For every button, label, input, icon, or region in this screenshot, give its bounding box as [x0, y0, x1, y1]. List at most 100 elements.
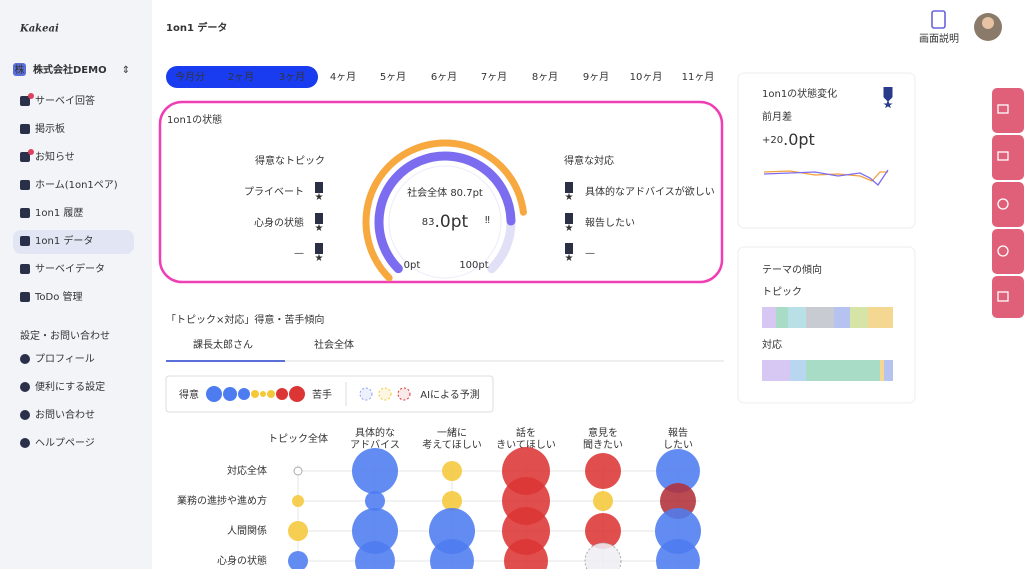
- period-tab[interactable]: 2ヶ月: [228, 71, 254, 83]
- menu-item[interactable]: サーベイ回答: [35, 94, 95, 107]
- bubble[interactable]: [585, 513, 621, 549]
- rank-icon: [315, 213, 323, 224]
- period-tab[interactable]: 11ヶ月: [682, 71, 715, 83]
- change-card: [737, 72, 916, 229]
- change-label: 前月差: [762, 110, 792, 123]
- menu-item[interactable]: ホーム(1on1ペア): [35, 179, 118, 191]
- company-name[interactable]: 株式会社DEMO: [33, 63, 107, 76]
- rank-icon: [565, 243, 573, 254]
- score-icon: ‼: [485, 215, 490, 226]
- column-header: 意見を: [588, 426, 618, 439]
- period-tab[interactable]: 7ヶ月: [481, 71, 507, 83]
- column-header: 一緒に: [437, 426, 467, 439]
- notify-dot: [28, 93, 34, 99]
- bubble[interactable]: [656, 539, 700, 569]
- response-item: 具体的なアドバイスが欲しい: [585, 185, 715, 198]
- help-icon[interactable]: [931, 10, 946, 29]
- bubble[interactable]: [288, 521, 308, 541]
- legend-box: [165, 375, 494, 413]
- period-tab[interactable]: 9ヶ月: [583, 71, 609, 83]
- bubble[interactable]: [292, 495, 304, 507]
- society-score: 社会全体 80.7pt: [407, 186, 483, 199]
- rank-star: ★: [315, 253, 324, 264]
- medal-icon: [883, 87, 893, 109]
- matrix-tab[interactable]: 社会全体: [314, 338, 354, 351]
- period-tab[interactable]: 5ヶ月: [380, 71, 406, 83]
- menu-item[interactable]: 1on1 履歴: [35, 207, 83, 219]
- rank-number: 2: [566, 214, 572, 225]
- bubble[interactable]: [293, 466, 303, 476]
- rank-star: ★: [315, 192, 324, 203]
- bubble[interactable]: [442, 491, 462, 511]
- rank-star: ★: [315, 223, 324, 234]
- sparkline-self: [763, 169, 889, 186]
- bubble[interactable]: [442, 461, 462, 481]
- response-item: —: [585, 248, 595, 259]
- period-tab[interactable]: 10ヶ月: [630, 71, 663, 83]
- rank-icon: [315, 243, 323, 254]
- matrix-tab[interactable]: 課長太郎さん: [193, 338, 253, 351]
- column-header: 報告: [668, 426, 688, 439]
- legend-good: 得意: [179, 388, 199, 401]
- bubble[interactable]: [585, 453, 621, 489]
- rank-icon: [565, 213, 573, 224]
- menu-item[interactable]: ヘルプページ: [35, 437, 95, 449]
- menu-item[interactable]: 掲示板: [35, 122, 65, 135]
- period-tab[interactable]: 今月分: [175, 70, 205, 83]
- company-switch[interactable]: ⇕: [122, 65, 130, 76]
- help-label[interactable]: 画面説明: [919, 32, 959, 45]
- bubble[interactable]: [584, 542, 622, 569]
- score-unit: .0pt: [435, 212, 469, 232]
- menu-item[interactable]: 1on1 データ: [35, 234, 93, 247]
- bubble[interactable]: [430, 539, 474, 569]
- notify-dot: [28, 149, 34, 155]
- menu-item[interactable]: ToDo 管理: [34, 290, 83, 303]
- menu-icon: [20, 180, 30, 190]
- menu-item[interactable]: お知らせ: [35, 150, 75, 163]
- bubble[interactable]: [656, 449, 700, 493]
- row-header: 人間関係: [227, 525, 267, 537]
- bubble[interactable]: [365, 491, 385, 511]
- company-badge-bg: [13, 63, 26, 76]
- bubble[interactable]: [352, 448, 398, 494]
- period-tab[interactable]: 6ヶ月: [431, 71, 457, 83]
- rank-number: 1: [566, 183, 572, 194]
- menu-icon: [20, 354, 30, 364]
- change-int: +20: [762, 135, 783, 146]
- period-active-bg: [166, 66, 318, 88]
- column-header: 話を: [516, 426, 536, 439]
- menu-icon: [20, 264, 30, 274]
- menu-item[interactable]: お問い合わせ: [35, 408, 95, 421]
- logo[interactable]: Kakeai: [19, 24, 59, 35]
- menu-item[interactable]: 便利にする設定: [35, 380, 105, 393]
- settings-heading: 設定・お問い合わせ: [20, 329, 110, 342]
- period-tab[interactable]: 3ヶ月: [279, 71, 305, 83]
- gauge-society-arc: [362, 139, 527, 282]
- period-tab[interactable]: 4ヶ月: [330, 71, 356, 83]
- bubble[interactable]: [593, 491, 613, 511]
- bubble[interactable]: [355, 541, 395, 569]
- state-title: 1on1の状態: [167, 113, 222, 126]
- menu-icon: [20, 292, 30, 302]
- sidebar: [0, 0, 152, 569]
- bubble[interactable]: [288, 551, 308, 569]
- legend-ai: AIによる予測: [420, 388, 480, 401]
- topic-item: —: [294, 248, 304, 259]
- rank-icon: [315, 182, 323, 193]
- bubble[interactable]: [504, 539, 548, 569]
- menu-icon: [20, 410, 30, 420]
- topic-bar: [762, 307, 893, 328]
- menu-item[interactable]: プロフィール: [35, 353, 95, 365]
- legend-scale: [206, 386, 305, 402]
- company-badge: 株: [15, 63, 25, 76]
- topic-label: トピック: [762, 286, 802, 298]
- response-bar: [762, 360, 893, 381]
- side-tools: [992, 88, 1024, 318]
- period-tab[interactable]: 8ヶ月: [532, 71, 558, 83]
- theme-title: テーマの傾向: [762, 263, 822, 276]
- page-title: 1on1 データ: [166, 21, 227, 34]
- menu-item[interactable]: サーベイデータ: [35, 262, 105, 275]
- bubble[interactable]: [352, 508, 398, 554]
